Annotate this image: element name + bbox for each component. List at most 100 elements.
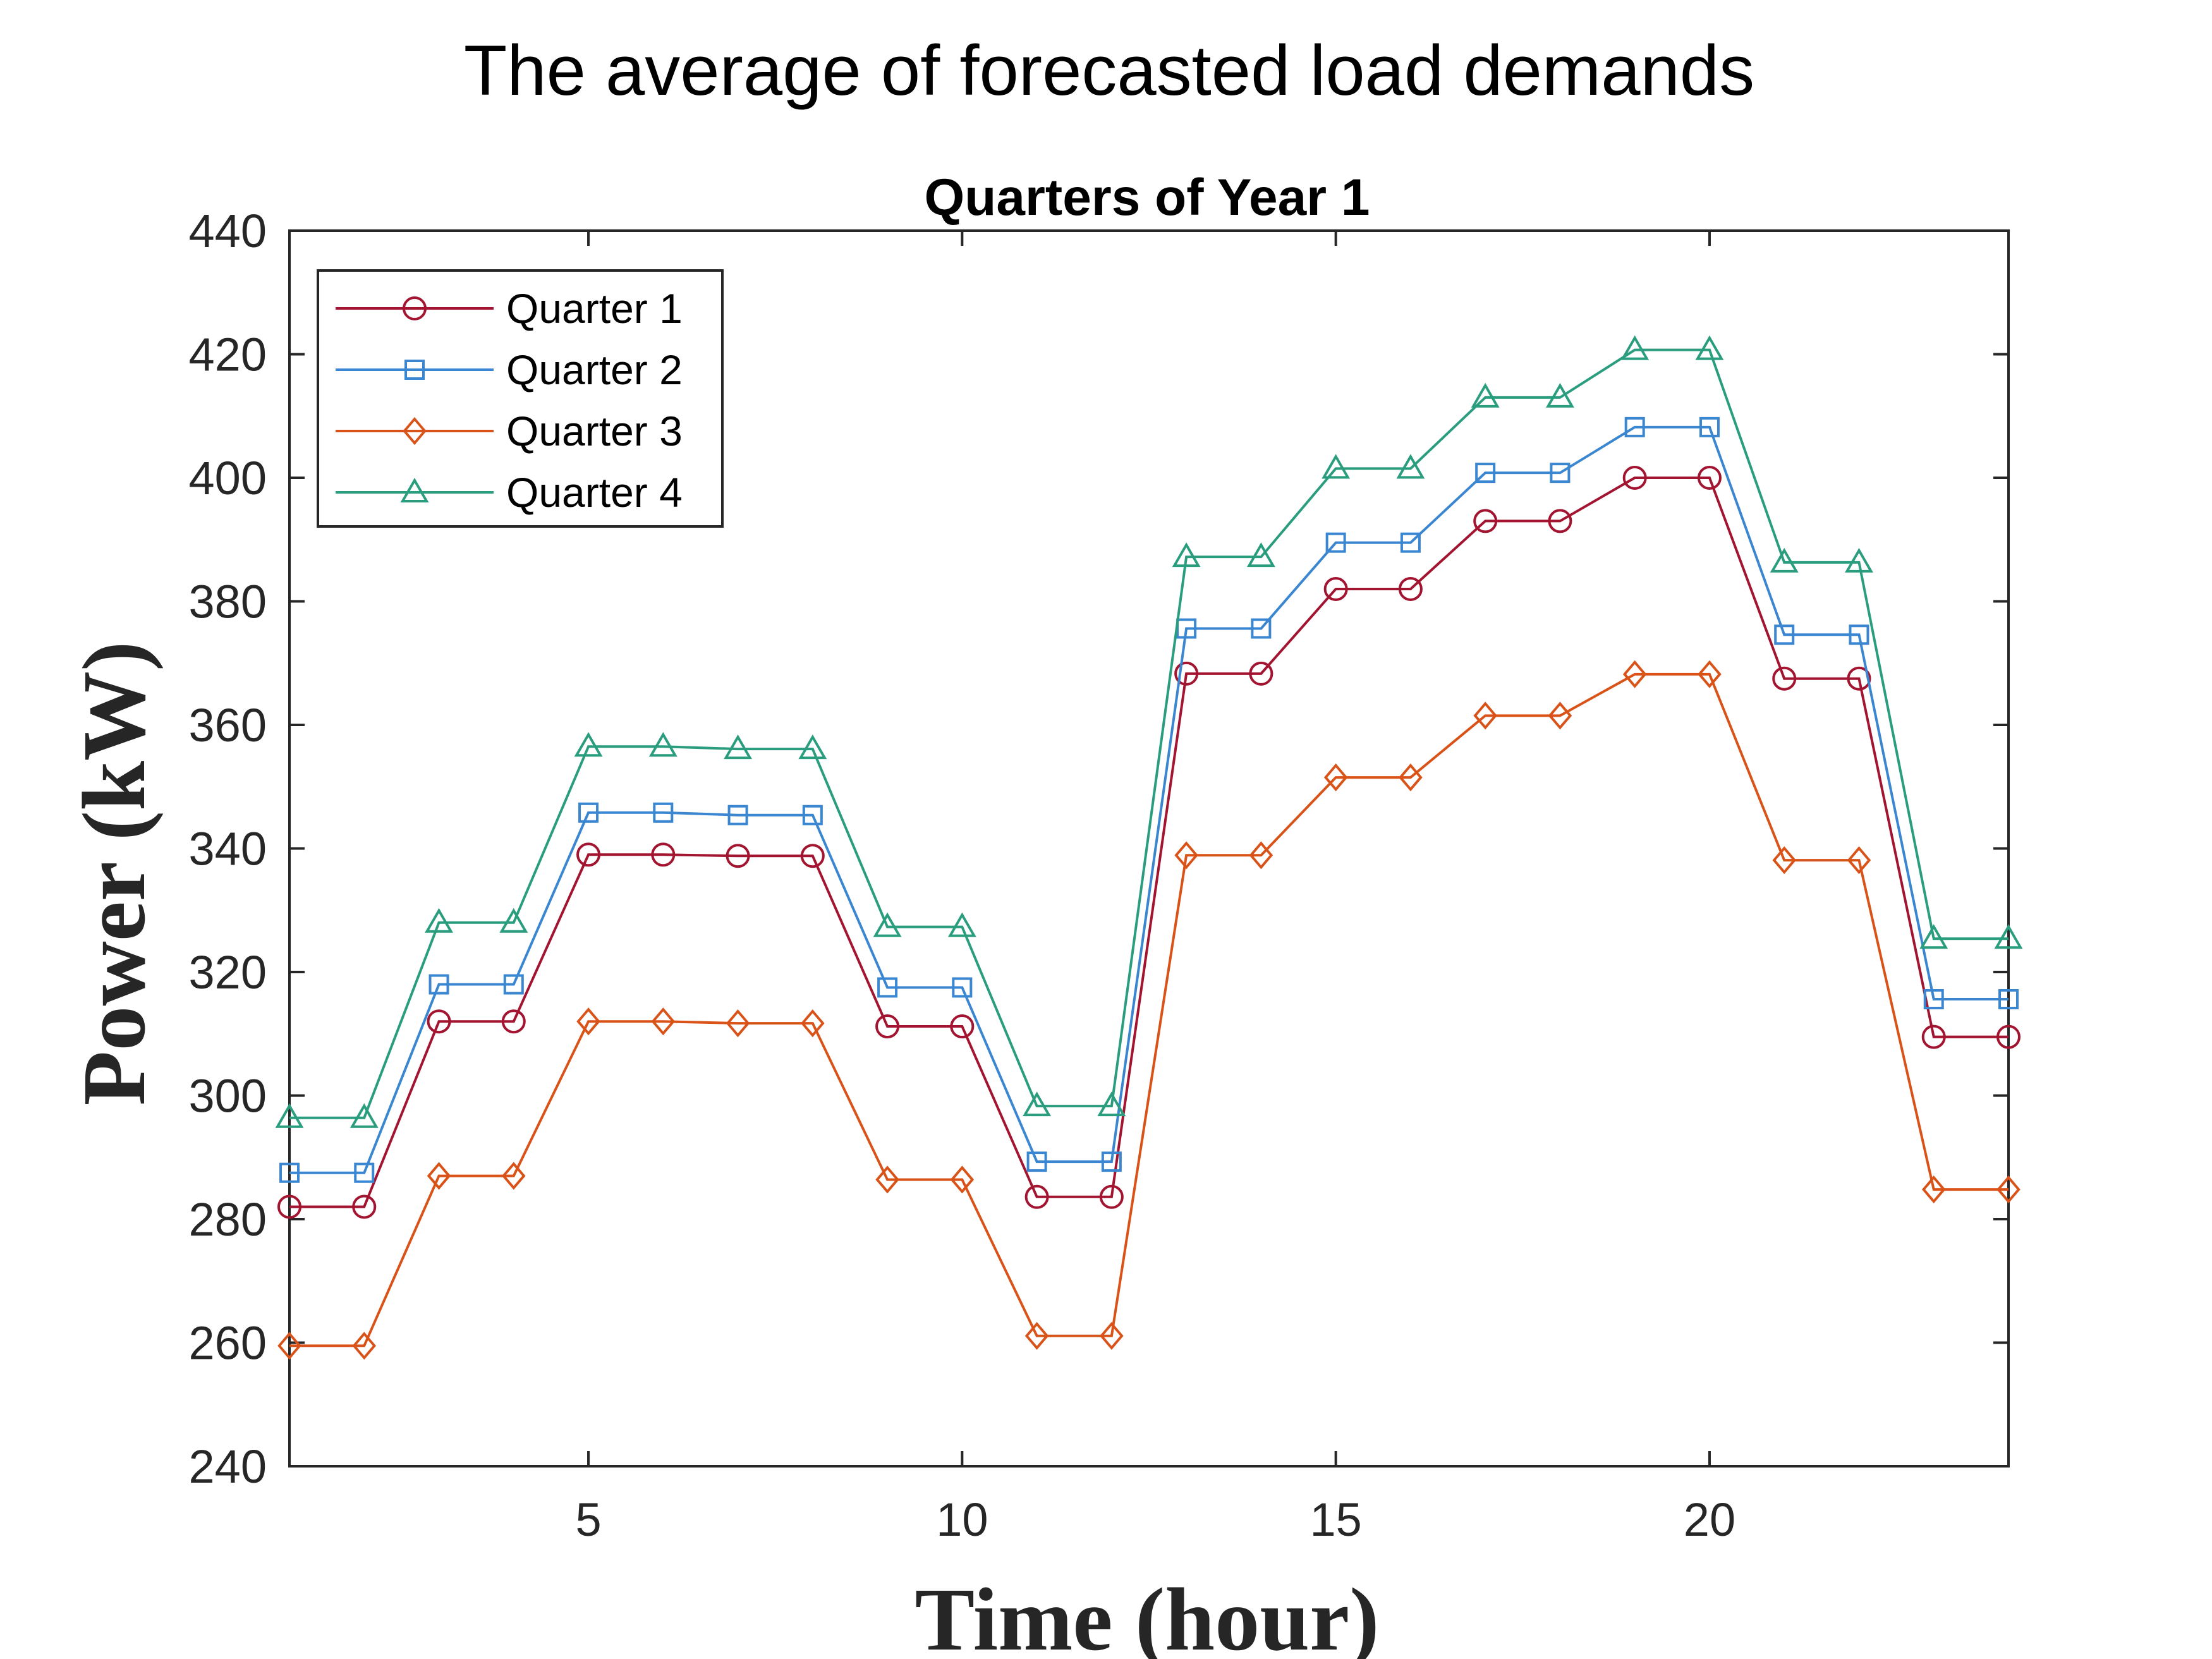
data-point [651, 1007, 676, 1036]
data-point [352, 1332, 377, 1360]
data-point [873, 912, 902, 937]
data-point [1996, 1175, 2021, 1204]
data-point [1698, 660, 1722, 688]
data-point [277, 1332, 301, 1360]
data-point [1550, 463, 1571, 483]
data-point [1323, 763, 1348, 792]
data-point [428, 974, 449, 995]
data-point [1849, 624, 1869, 645]
data-point [499, 908, 528, 933]
data-point [1475, 463, 1496, 483]
data-point [1847, 846, 1871, 875]
data-point [1024, 1322, 1049, 1350]
data-point [1921, 1024, 1946, 1049]
legend-item-3: Quarter 3 [336, 408, 683, 454]
data-point [1473, 509, 1498, 533]
data-point [1399, 763, 1423, 792]
data-point [726, 844, 750, 868]
x-tick-label: 20 [1684, 1493, 1735, 1546]
data-point [1471, 382, 1500, 408]
data-point [1624, 416, 1645, 437]
data-point [1919, 924, 1948, 949]
data-point [574, 732, 603, 757]
data-point [724, 734, 753, 760]
data-point [277, 1194, 301, 1219]
data-point [1174, 661, 1199, 686]
data-point [1099, 1184, 1124, 1209]
data-point [950, 1014, 975, 1039]
data-point [1620, 335, 1650, 360]
data-point [427, 1162, 451, 1190]
series-layer [275, 335, 2023, 1360]
data-point [651, 842, 676, 867]
data-point [1548, 509, 1572, 533]
data-point [1023, 1091, 1052, 1117]
data-point [1398, 576, 1423, 601]
data-point [279, 1162, 300, 1183]
legend-box [317, 269, 724, 528]
data-point [1699, 416, 1720, 437]
y-tick-label: 360 [189, 699, 267, 751]
data-point [1249, 661, 1273, 686]
data-point [1998, 989, 2019, 1010]
data-point [1845, 547, 1873, 573]
data-point [1772, 846, 1796, 875]
data-point [578, 802, 599, 823]
data-point [877, 977, 898, 998]
data-point [798, 734, 827, 760]
data-point [648, 732, 678, 757]
data-point [1548, 702, 1572, 730]
legend-item-2: Quarter 2 [336, 346, 683, 393]
data-point [1249, 841, 1273, 870]
data-point [1774, 624, 1795, 645]
y-tick-label: 280 [189, 1193, 267, 1246]
data-point [1545, 382, 1574, 408]
y-tick-label: 380 [189, 576, 267, 628]
data-point [1100, 1322, 1124, 1350]
series-2 [279, 416, 2019, 1183]
data-point [501, 1009, 526, 1034]
data-point [576, 842, 601, 867]
legend-item-1: Quarter 1 [336, 285, 683, 332]
data-point [1024, 1184, 1049, 1209]
series-line [289, 477, 2008, 1208]
y-tick-label: 340 [189, 823, 267, 875]
data-point [1622, 660, 1647, 688]
data-point [354, 1162, 375, 1183]
data-point [1172, 542, 1201, 568]
x-axis-label: Time (hour) [915, 1569, 1380, 1659]
data-point [1994, 924, 2023, 949]
series-3 [277, 660, 2021, 1360]
data-point [502, 1162, 526, 1190]
legend-label: Quarter 1 [506, 285, 683, 332]
data-point [653, 802, 674, 823]
data-point [726, 1009, 750, 1038]
legend-marker [403, 416, 427, 446]
y-tick-label: 300 [189, 1070, 267, 1122]
series-line [289, 348, 2008, 1119]
data-point [947, 912, 976, 937]
data-point [275, 1103, 304, 1128]
data-point [875, 1165, 899, 1194]
data-point [1396, 454, 1425, 479]
legend-label: Quarter 3 [506, 408, 683, 454]
data-point [1622, 466, 1647, 490]
data-point [1772, 666, 1797, 691]
legend-label: Quarter 2 [506, 346, 683, 393]
y-tick-label: 420 [189, 329, 267, 381]
data-point [1695, 335, 1724, 360]
data-point [427, 1009, 451, 1034]
legend-item-4: Quarter 4 [336, 469, 683, 516]
data-point [576, 1007, 600, 1036]
data-point [875, 1014, 900, 1039]
data-point [1770, 547, 1799, 573]
y-tick-label: 240 [189, 1440, 267, 1493]
figure-title: The average of forecasted load demands [464, 31, 1754, 110]
data-point [802, 805, 823, 825]
data-point [503, 974, 524, 995]
data-point [1322, 454, 1351, 479]
data-point [1473, 702, 1497, 730]
y-tick-label: 260 [189, 1317, 267, 1370]
data-point [1246, 542, 1275, 568]
